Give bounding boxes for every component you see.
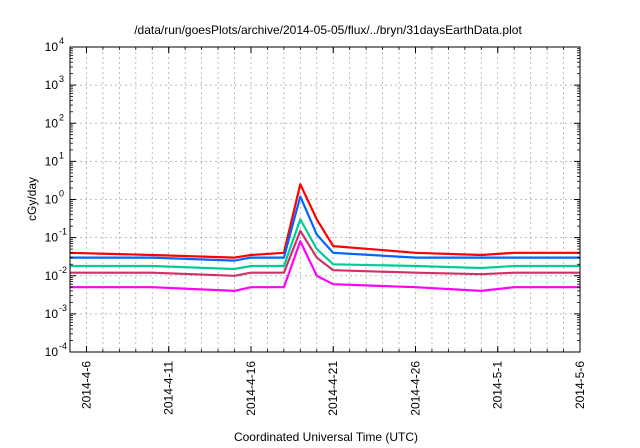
series-line-3 xyxy=(70,218,580,271)
y-tick-label-exponent: 1 xyxy=(59,150,64,160)
x-tick-label: 2014-4-6 xyxy=(79,361,93,409)
grid xyxy=(70,47,580,352)
y-tick-label-base: 10 xyxy=(45,345,59,359)
series-line-2 xyxy=(70,195,580,262)
y-tick-label: 10 1 xyxy=(45,150,64,168)
x-tick-label: 2014-5-6 xyxy=(573,361,587,409)
y-tick-label-exponent: 3 xyxy=(59,74,64,84)
y-tick-label: 10 0 xyxy=(45,189,64,207)
y-tick-label-base: 10 xyxy=(45,269,59,283)
series-layer xyxy=(69,183,580,292)
y-tick-label: 10 2 xyxy=(45,112,64,130)
y-tick-label-base: 10 xyxy=(45,116,59,130)
y-tick-label-exponent: 4 xyxy=(59,36,64,46)
y-tick-label-base: 10 xyxy=(45,154,59,168)
y-axis-label: cGy/day xyxy=(25,177,39,221)
y-tick-label-exponent: -4 xyxy=(59,341,67,351)
y-tick-label: 10 -3 xyxy=(45,303,67,321)
x-tick-label: 2014-4-21 xyxy=(326,361,340,416)
x-tick-labels: 2014-4-6 2014-4-11 2014-4-16 2014-4-21 2014-… xyxy=(79,361,587,416)
y-tick-label-base: 10 xyxy=(45,40,59,54)
y-tick-label: 10 -2 xyxy=(45,265,67,283)
axis-ticks xyxy=(69,46,581,353)
x-tick-label: 2014-4-26 xyxy=(408,361,422,416)
x-axis-label: Coordinated Universal Time (UTC) xyxy=(234,430,418,444)
y-tick-label-exponent: -3 xyxy=(59,303,67,313)
y-tick-label: 10 -4 xyxy=(45,341,67,359)
y-tick-label-exponent: 0 xyxy=(59,189,64,199)
x-tick-label: 2014-4-16 xyxy=(244,361,258,416)
y-tick-label-exponent: 2 xyxy=(59,112,64,122)
y-tick-label-base: 10 xyxy=(45,78,59,92)
y-tick-label: 10 -1 xyxy=(45,227,67,245)
series-line-4 xyxy=(70,229,580,277)
x-tick-label: 2014-4-11 xyxy=(162,361,176,415)
y-tick-label-base: 10 xyxy=(45,307,59,321)
x-tick-label: 2014-5-1 xyxy=(491,361,505,409)
y-tick-label-exponent: -2 xyxy=(59,265,67,275)
y-tick-label-exponent: -1 xyxy=(59,227,67,237)
y-tick-label: 10 4 xyxy=(45,36,64,54)
y-tick-label-base: 10 xyxy=(45,231,59,245)
y-tick-label-base: 10 xyxy=(45,193,59,207)
chart-title: /data/run/goesPlots/archive/2014-05-05/f… xyxy=(134,23,522,37)
series-line-5 xyxy=(70,240,580,292)
series-line-1 xyxy=(69,183,580,259)
y-tick-label: 10 3 xyxy=(45,74,64,92)
